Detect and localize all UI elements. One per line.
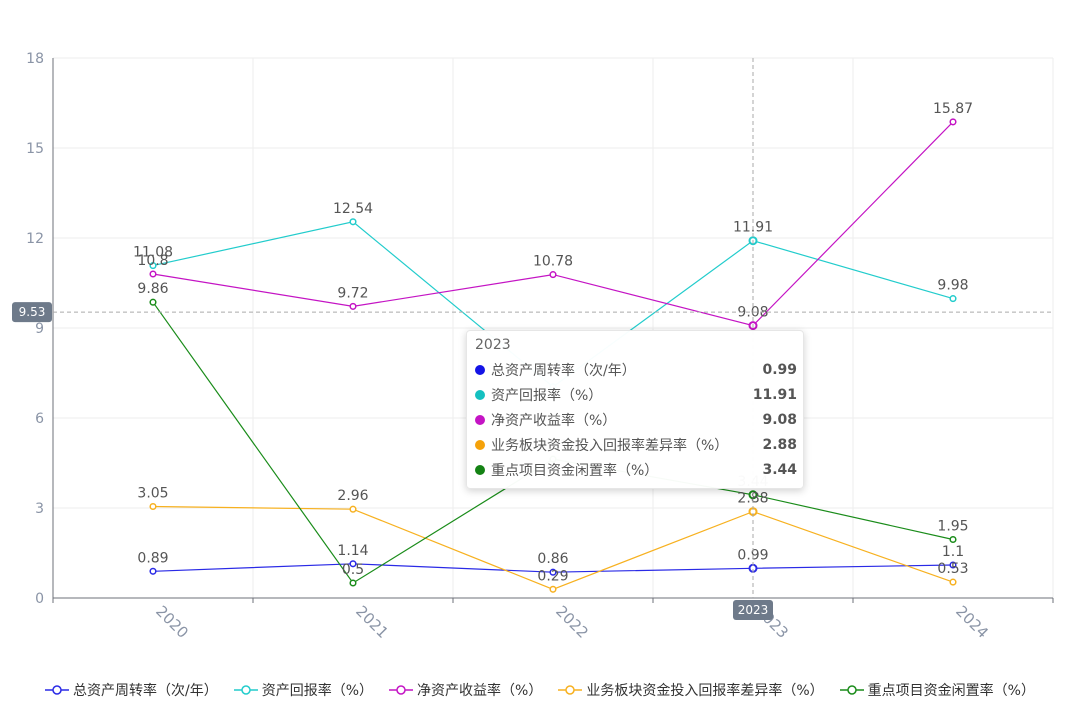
tooltip-dot-icon xyxy=(475,364,485,375)
y-tick-label: 18 xyxy=(26,51,44,67)
data-label: 11.08 xyxy=(133,245,173,261)
x-tick-label: 2022 xyxy=(552,602,592,642)
y-tick-label: 9 xyxy=(35,321,44,337)
data-point[interactable] xyxy=(949,561,957,569)
y-tick-label: 6 xyxy=(35,411,44,427)
legend-item[interactable]: 净资产收益率（%） xyxy=(389,680,542,700)
tooltip: 2023 总资产周转率（次/年） 0.99 资产回报率（%） 11.91 净资产… xyxy=(466,330,804,489)
tooltip-series-value: 2.88 xyxy=(762,436,797,453)
y-tick-label: 15 xyxy=(26,141,44,157)
data-label: 0.53 xyxy=(937,561,968,577)
legend-item[interactable]: 重点项目资金闲置率（%） xyxy=(839,680,1035,700)
data-label: 2.88 xyxy=(737,491,768,507)
legend-line-icon xyxy=(45,685,70,695)
data-point[interactable] xyxy=(149,567,157,575)
legend-line-icon xyxy=(839,685,864,695)
x-tick-label: 2020 xyxy=(152,602,192,642)
y-tick-label: 12 xyxy=(26,231,44,247)
data-point[interactable] xyxy=(349,302,357,310)
data-label: 9.98 xyxy=(937,278,968,294)
legend: 总资产周转率（次/年） 资产回报率（%） 净资产收益率（%） 业务板块资金投入回… xyxy=(0,678,1080,702)
data-label: 3.05 xyxy=(137,486,168,502)
data-point[interactable] xyxy=(349,218,357,226)
tooltip-series-value: 3.44 xyxy=(762,461,797,478)
series-line[interactable] xyxy=(152,121,954,327)
data-point[interactable] xyxy=(949,118,957,126)
tooltip-series-value: 0.99 xyxy=(762,361,797,378)
data-point[interactable] xyxy=(949,578,957,586)
y-tick-label: 0 xyxy=(35,591,44,607)
tooltip-series-name: 重点项目资金闲置率（%） xyxy=(491,462,659,479)
data-point[interactable] xyxy=(349,505,357,513)
crosshair: 2023 9.53 xyxy=(12,58,1053,620)
tooltip-row: 资产回报率（%） 11.91 xyxy=(475,382,797,407)
legend-line-icon xyxy=(233,685,258,695)
legend-line-icon xyxy=(558,685,583,695)
data-point[interactable] xyxy=(149,262,157,270)
data-label: 12.54 xyxy=(333,201,373,217)
data-point[interactable] xyxy=(549,585,557,593)
tooltip-dot-icon xyxy=(475,439,485,450)
crosshair-x-label: 2023 xyxy=(738,603,769,617)
tooltip-title: 2023 xyxy=(475,337,511,353)
tooltip-series-name: 资产回报率（%） xyxy=(491,387,603,404)
data-point[interactable] xyxy=(149,298,157,306)
data-label: 1.14 xyxy=(337,543,368,559)
data-label: 0.29 xyxy=(537,568,568,584)
tooltip-row: 净资产收益率（%） 9.08 xyxy=(475,407,797,432)
data-point[interactable] xyxy=(349,579,357,587)
y-tick-label: 3 xyxy=(35,501,44,517)
series-0[interactable] xyxy=(149,560,957,576)
data-label: 10.78 xyxy=(533,254,573,270)
tooltip-series-name: 业务板块资金投入回报率差异率（%） xyxy=(491,437,729,454)
tooltip-dot-icon xyxy=(475,464,485,475)
data-label: 15.87 xyxy=(933,101,973,117)
tooltip-dot-icon xyxy=(475,414,485,425)
tooltip-series-name: 总资产周转率（次/年） xyxy=(491,362,636,379)
tooltip-series-value: 9.08 xyxy=(762,411,797,428)
crosshair-y-label: 9.53 xyxy=(19,305,46,319)
tooltip-row: 重点项目资金闲置率（%） 3.44 xyxy=(475,457,797,482)
data-point[interactable] xyxy=(549,568,557,576)
data-point[interactable] xyxy=(349,560,357,568)
legend-item[interactable]: 资产回报率（%） xyxy=(233,680,374,700)
tooltip-row: 总资产周转率（次/年） 0.99 xyxy=(475,357,797,382)
data-label: 2.96 xyxy=(337,488,368,504)
legend-line-icon xyxy=(389,685,414,695)
legend-label: 总资产周转率（次/年） xyxy=(73,683,218,699)
tooltip-series-value: 11.91 xyxy=(752,386,797,403)
x-tick-label: 2024 xyxy=(952,602,992,642)
data-label: 10.8 xyxy=(137,253,168,269)
tooltip-dot-icon xyxy=(475,389,485,400)
data-label: 1.1 xyxy=(942,544,964,560)
data-label: 9.72 xyxy=(337,285,368,301)
crosshair-y-label-bg xyxy=(12,302,52,323)
legend-label: 资产回报率（%） xyxy=(261,683,374,699)
data-point[interactable] xyxy=(549,271,557,279)
data-point[interactable] xyxy=(149,270,157,278)
data-label: 9.86 xyxy=(137,281,168,297)
series-3[interactable] xyxy=(149,502,957,593)
data-label: 0.5 xyxy=(342,562,364,578)
data-point[interactable] xyxy=(949,295,957,303)
grid xyxy=(52,57,1054,598)
legend-label: 净资产收益率（%） xyxy=(417,683,543,699)
data-point[interactable] xyxy=(949,535,957,544)
legend-item[interactable]: 业务板块资金投入回报率差异率（%） xyxy=(558,680,824,700)
data-label: 0.89 xyxy=(137,550,168,566)
legend-item[interactable]: 总资产周转率（次/年） xyxy=(45,680,218,700)
tooltip-series-name: 净资产收益率（%） xyxy=(491,412,617,429)
tooltip-row: 业务板块资金投入回报率差异率（%） 2.88 xyxy=(475,432,797,457)
legend-label: 重点项目资金闲置率（%） xyxy=(867,683,1035,699)
data-labels: 0.89 1.14 0.86 0.99 1.1 11.08 12.54 11.91 9.98 10… xyxy=(133,101,973,584)
data-point[interactable] xyxy=(149,502,157,511)
series-2[interactable] xyxy=(149,118,957,331)
x-tick-label: 2021 xyxy=(352,602,392,642)
data-label: 0.86 xyxy=(537,551,568,567)
crosshair-x-label-bg xyxy=(733,600,773,620)
legend-label: 业务板块资金投入回报率差异率（%） xyxy=(586,683,824,699)
data-label: 1.95 xyxy=(937,519,968,535)
